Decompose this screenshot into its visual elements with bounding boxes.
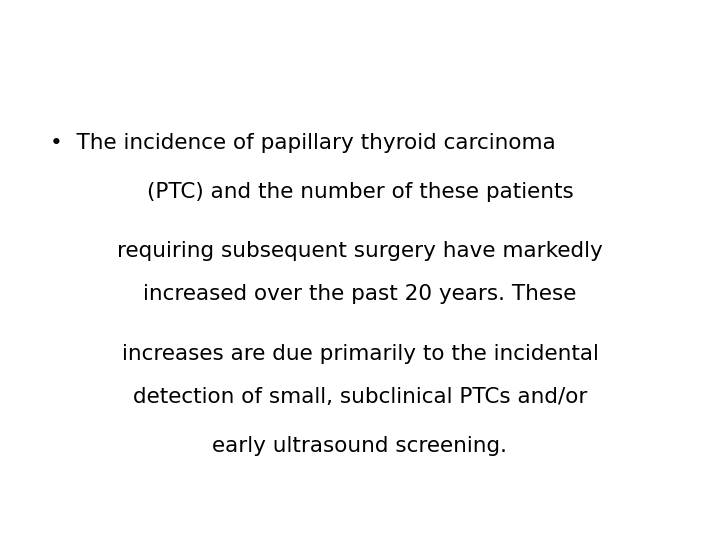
Text: •  The incidence of papillary thyroid carcinoma: • The incidence of papillary thyroid car… [50,133,556,153]
Text: increased over the past 20 years. These: increased over the past 20 years. These [143,284,577,305]
Text: early ultrasound screening.: early ultrasound screening. [212,435,508,456]
Text: (PTC) and the number of these patients: (PTC) and the number of these patients [147,181,573,202]
Text: detection of small, subclinical PTCs and/or: detection of small, subclinical PTCs and… [132,387,588,407]
Text: requiring subsequent surgery have markedly: requiring subsequent surgery have marked… [117,241,603,261]
Text: increases are due primarily to the incidental: increases are due primarily to the incid… [122,343,598,364]
